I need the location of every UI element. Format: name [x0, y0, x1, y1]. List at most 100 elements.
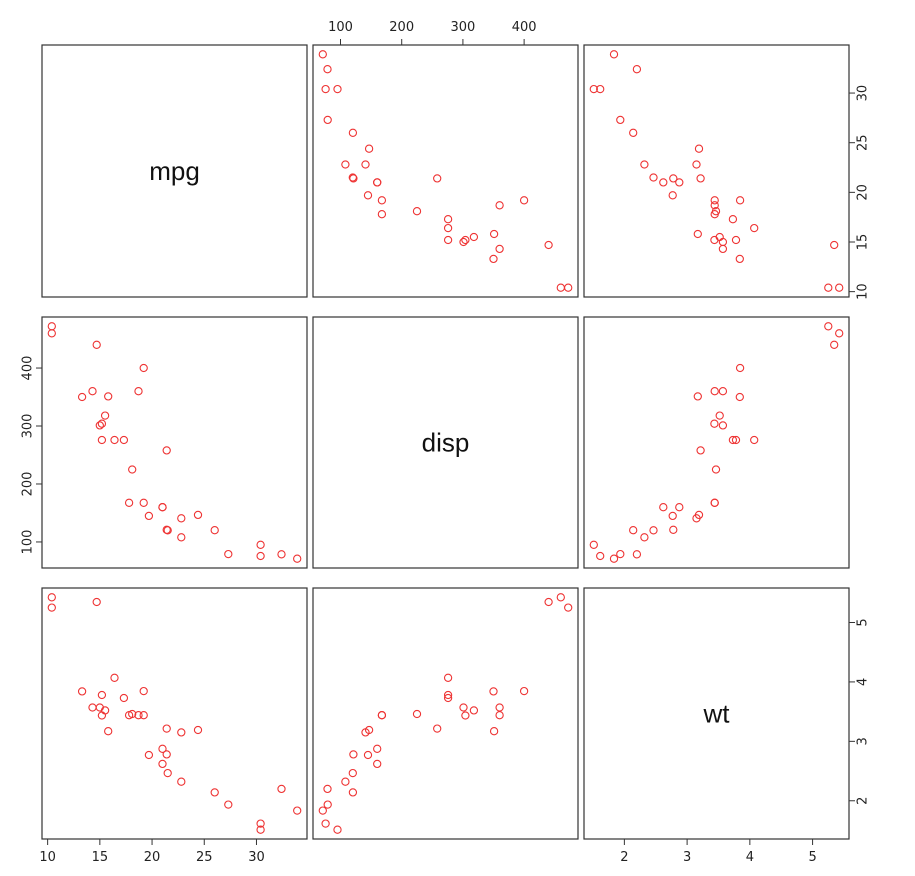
point [629, 128, 638, 137]
point [47, 593, 56, 602]
panel-disp-vs-wt [583, 316, 850, 569]
point [256, 551, 265, 561]
point [433, 724, 442, 733]
point [668, 511, 677, 521]
point [640, 533, 649, 542]
tick-label: 15 [856, 234, 871, 251]
variable-label-wt: wt [703, 699, 731, 729]
point [830, 240, 839, 250]
point [323, 800, 332, 809]
tick-label: 30 [248, 850, 265, 865]
point [363, 191, 373, 200]
point [277, 550, 286, 559]
point [177, 777, 186, 786]
point [750, 223, 759, 233]
point [318, 50, 327, 59]
point [377, 210, 387, 219]
axis-right-mpg: 10 15 20 25 30 [849, 85, 871, 300]
tick-label: 30 [856, 85, 871, 102]
point [364, 144, 374, 153]
point [158, 503, 167, 512]
point [162, 750, 171, 759]
point [731, 435, 741, 445]
point [162, 446, 171, 455]
tick-label: 100 [21, 530, 36, 555]
point [363, 750, 373, 760]
point [177, 514, 186, 523]
panel-frame [312, 587, 579, 840]
point [177, 533, 186, 542]
point [495, 703, 504, 712]
point [162, 525, 171, 534]
point [256, 540, 265, 549]
point [443, 223, 453, 233]
point [88, 387, 97, 396]
point [659, 178, 668, 187]
point [193, 510, 203, 520]
panel-wt-vs-disp [312, 587, 579, 840]
point [124, 498, 134, 507]
point [459, 703, 468, 712]
point [824, 283, 833, 292]
tick-label: 400 [21, 356, 36, 381]
point [341, 777, 350, 786]
point [728, 435, 738, 445]
point [412, 709, 422, 719]
point [669, 174, 678, 183]
point [104, 392, 113, 401]
point [668, 191, 677, 200]
point [349, 174, 358, 183]
point [495, 711, 504, 720]
point [629, 526, 638, 535]
point [333, 825, 342, 834]
point [824, 322, 833, 331]
point [158, 744, 167, 753]
point [632, 65, 642, 74]
point [110, 435, 119, 445]
point [640, 160, 649, 169]
panel-frame [41, 44, 308, 298]
point [710, 196, 719, 205]
point [224, 549, 233, 559]
panel-wt-vs-mpg [41, 587, 308, 840]
axis-top-disp: 100 200 300 400 [328, 20, 537, 45]
tick-label: 2 [620, 850, 628, 865]
point [139, 498, 148, 507]
point [47, 322, 56, 331]
point [323, 65, 332, 74]
point [596, 551, 605, 561]
point [715, 411, 724, 420]
point [589, 84, 598, 94]
point [495, 201, 504, 210]
tick-label: 400 [512, 20, 537, 35]
point [47, 329, 56, 338]
point [321, 819, 330, 828]
point [323, 784, 332, 794]
point [693, 392, 702, 401]
point [97, 435, 107, 445]
point [728, 215, 738, 224]
point [750, 435, 759, 445]
tick-label: 300 [21, 414, 36, 439]
point [443, 690, 453, 700]
point [489, 727, 499, 736]
point [556, 593, 565, 602]
point [97, 419, 107, 428]
point [489, 254, 498, 264]
point [77, 687, 87, 696]
axis-left-disp: 100 200 300 400 [21, 356, 42, 555]
point [731, 235, 741, 245]
point [100, 411, 110, 420]
point [92, 597, 101, 607]
point [210, 788, 219, 797]
tick-label: 5 [808, 850, 816, 865]
point [692, 160, 701, 169]
tick-label: 3 [856, 737, 871, 745]
point [710, 498, 719, 507]
point [616, 115, 625, 125]
point [443, 235, 453, 245]
point [110, 673, 119, 682]
point [710, 235, 719, 245]
point [256, 825, 265, 834]
